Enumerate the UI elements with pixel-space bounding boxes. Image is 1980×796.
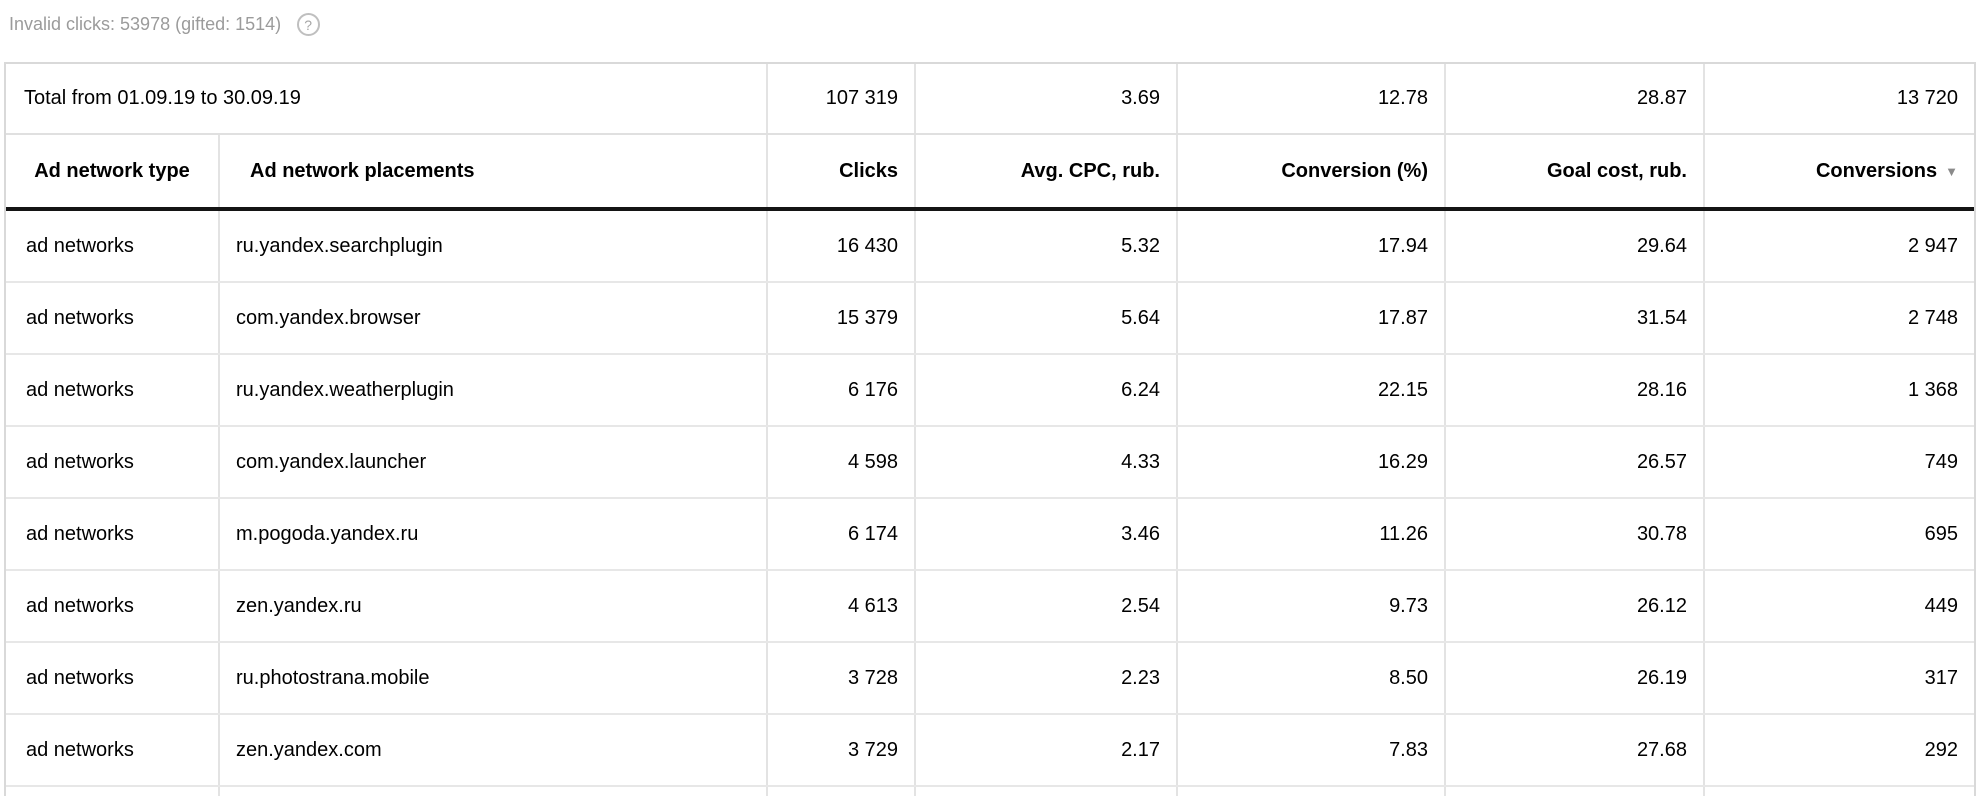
cell-clicks: 15 379 xyxy=(766,283,914,353)
table-row: ad networks m.pogoda.yandex.ru 6 174 3.4… xyxy=(6,499,1974,571)
col-header-conversion[interactable]: Conversion (%) xyxy=(1176,135,1444,207)
cell-conversions xyxy=(1703,787,1974,796)
table-row: ad networks ru.yandex.searchplugin 16 43… xyxy=(6,211,1974,283)
cell-clicks: 16 430 xyxy=(766,211,914,281)
cell-placement: zen.yandex.com xyxy=(218,715,766,785)
cell-goal-cost: 26.19 xyxy=(1444,643,1703,713)
col-header-ad-network-placements[interactable]: Ad network placements xyxy=(218,135,766,207)
ad-network-placements-table: Total from 01.09.19 to 30.09.19 107 319 … xyxy=(4,62,1976,796)
cell-clicks: 3 728 xyxy=(766,643,914,713)
cell-placement: m.pogoda.yandex.ru xyxy=(218,499,766,569)
table-row: ad networks zen.yandex.ru 4 613 2.54 9.7… xyxy=(6,571,1974,643)
cell-avg-cpc: 3.46 xyxy=(914,499,1176,569)
cell-avg-cpc: 4.33 xyxy=(914,427,1176,497)
cell-avg-cpc xyxy=(914,787,1176,796)
cell-avg-cpc: 2.23 xyxy=(914,643,1176,713)
cell-conversions: 749 xyxy=(1703,427,1974,497)
cell-placement: ru.yandex.weatherplugin xyxy=(218,355,766,425)
cell-goal-cost: 29.64 xyxy=(1444,211,1703,281)
total-clicks: 107 319 xyxy=(766,64,914,133)
cell-avg-cpc: 2.17 xyxy=(914,715,1176,785)
cell-clicks: 6 176 xyxy=(766,355,914,425)
cell-goal-cost: 31.54 xyxy=(1444,283,1703,353)
col-header-conversions-label: Conversions xyxy=(1815,159,1938,182)
total-goal-cost: 28.87 xyxy=(1444,64,1703,133)
cell-ad-network-type: ad networks xyxy=(26,378,134,401)
cell-clicks: 4 613 xyxy=(766,571,914,641)
cell-placement: com.yandex.browser xyxy=(218,283,766,353)
cell-avg-cpc: 5.32 xyxy=(914,211,1176,281)
cell-avg-cpc: 2.54 xyxy=(914,571,1176,641)
cell-conversion: 8.50 xyxy=(1176,643,1444,713)
cell-avg-cpc: 5.64 xyxy=(914,283,1176,353)
invalid-clicks-label: Invalid clicks: 53978 (gifted: 1514) xyxy=(9,14,282,34)
cell-clicks: 4 598 xyxy=(766,427,914,497)
cell-ad-network-type: ad networks xyxy=(26,738,134,761)
table-row: ad networks com.yandex.browser 15 379 5.… xyxy=(6,283,1974,355)
col-header-avg-cpc[interactable]: Avg. CPC, rub. xyxy=(914,135,1176,207)
cell-ad-network-type: ad networks xyxy=(26,594,134,617)
cell-ad-network-type xyxy=(6,787,218,796)
cell-ad-network-type: ad networks xyxy=(26,306,134,329)
table-row: ad networks zen.yandex.com 3 729 2.17 7.… xyxy=(6,715,1974,787)
cell-clicks: 3 729 xyxy=(766,715,914,785)
help-question-icon[interactable]: ? xyxy=(296,13,320,36)
cell-goal-cost: 26.57 xyxy=(1444,427,1703,497)
col-header-goal-cost[interactable]: Goal cost, rub. xyxy=(1444,135,1703,207)
cell-conversions: 292 xyxy=(1703,715,1974,785)
col-header-clicks[interactable]: Clicks xyxy=(766,135,914,207)
cell-placement: ru.photostrana.mobile xyxy=(218,643,766,713)
cell-avg-cpc: 6.24 xyxy=(914,355,1176,425)
cell-conversion xyxy=(1176,787,1444,796)
cell-conversions: 2 947 xyxy=(1703,211,1974,281)
cell-goal-cost: 26.12 xyxy=(1444,571,1703,641)
cell-conversions: 695 xyxy=(1703,499,1974,569)
total-conversion: 12.78 xyxy=(1176,64,1444,133)
col-header-ad-network-type[interactable]: Ad network type xyxy=(34,159,190,182)
cell-conversion: 7.83 xyxy=(1176,715,1444,785)
cell-conversions: 449 xyxy=(1703,571,1974,641)
table-header-row: Ad network type Ad network placements Cl… xyxy=(6,135,1974,211)
cell-conversion: 16.29 xyxy=(1176,427,1444,497)
cell-conversion: 17.87 xyxy=(1176,283,1444,353)
total-avg-cpc: 3.69 xyxy=(914,64,1176,133)
cell-placement xyxy=(218,787,766,796)
cell-clicks: 6 174 xyxy=(766,499,914,569)
total-period-label: Total from 01.09.19 to 30.09.19 xyxy=(24,87,301,109)
cell-ad-network-type: ad networks xyxy=(26,666,134,689)
cell-conversion: 17.94 xyxy=(1176,211,1444,281)
table-row: ad networks com.yandex.launcher 4 598 4.… xyxy=(6,427,1974,499)
cell-goal-cost: 28.16 xyxy=(1444,355,1703,425)
cell-conversion: 11.26 xyxy=(1176,499,1444,569)
cell-goal-cost xyxy=(1444,787,1703,796)
cell-ad-network-type: ad networks xyxy=(26,450,134,473)
table-row: ad networks ru.yandex.weatherplugin 6 17… xyxy=(6,355,1974,427)
table-row: ad networks ru.photostrana.mobile 3 728 … xyxy=(6,643,1974,715)
cell-goal-cost: 30.78 xyxy=(1444,499,1703,569)
cell-conversions: 1 368 xyxy=(1703,355,1974,425)
cell-conversions: 2 748 xyxy=(1703,283,1974,353)
cell-ad-network-type: ad networks xyxy=(26,522,134,545)
cell-placement: ru.yandex.searchplugin xyxy=(218,211,766,281)
col-header-conversions[interactable]: Conversions ▼ xyxy=(1703,135,1974,207)
invalid-clicks-bar: Invalid clicks: 53978 (gifted: 1514) ? xyxy=(0,0,1980,62)
total-conversions: 13 720 xyxy=(1703,64,1974,133)
cell-placement: zen.yandex.ru xyxy=(218,571,766,641)
table-row-partial xyxy=(6,787,1974,796)
sort-descending-icon: ▼ xyxy=(1945,163,1958,179)
total-row: Total from 01.09.19 to 30.09.19 107 319 … xyxy=(6,64,1974,135)
cell-conversions: 317 xyxy=(1703,643,1974,713)
cell-ad-network-type: ad networks xyxy=(26,234,134,257)
cell-placement: com.yandex.launcher xyxy=(218,427,766,497)
cell-goal-cost: 27.68 xyxy=(1444,715,1703,785)
cell-conversion: 9.73 xyxy=(1176,571,1444,641)
cell-clicks xyxy=(766,787,914,796)
cell-conversion: 22.15 xyxy=(1176,355,1444,425)
